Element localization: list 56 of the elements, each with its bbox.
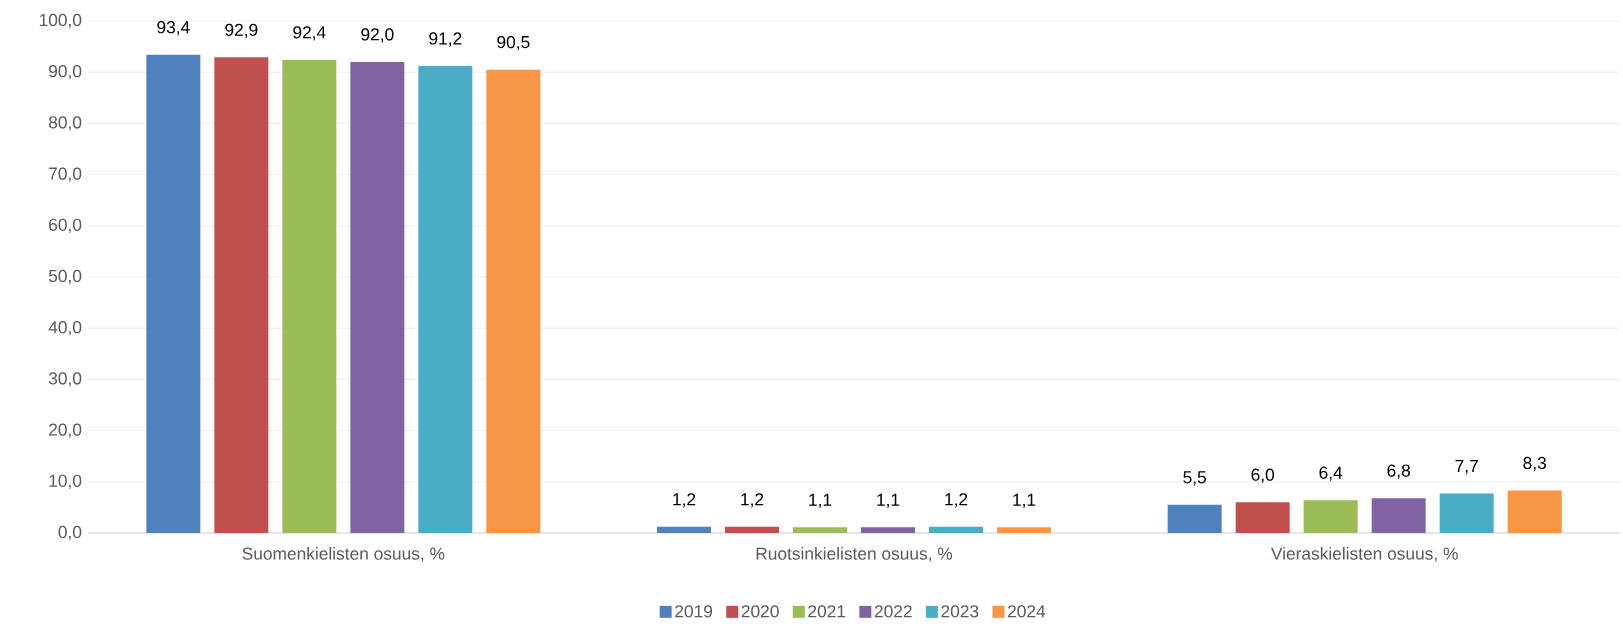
y-tick-label: 90,0 [49,65,82,80]
data-label: 92,4 [293,26,326,41]
bar [997,527,1052,533]
y-tick-label: 0,0 [58,525,82,541]
x-tick-label: Ruotsinkielisten osuus, % [756,547,953,562]
data-label: 8,3 [1523,456,1546,472]
legend-label: 2023 [941,605,979,618]
bar [657,526,711,533]
bar [929,526,984,533]
data-label: 1,1 [809,493,832,508]
y-tick-label: 100,0 [39,13,82,29]
y-tick-label: 20,0 [49,423,82,438]
x-tick-label: Suomenkielisten osuus, % [242,547,445,562]
data-label: 7,7 [1455,460,1478,475]
data-label: 1,1 [1013,493,1036,508]
y-tick-label: 80,0 [48,116,82,131]
bar [1507,490,1562,533]
bar [1439,493,1494,533]
bar [1235,502,1290,533]
bar [418,66,473,533]
bar [1303,500,1358,533]
data-label: 90,5 [497,35,530,51]
bar [1167,504,1222,533]
bar [282,59,337,533]
legend-label: 2024 [1008,605,1046,618]
bar [725,526,779,533]
data-label: 1,2 [741,493,764,508]
y-tick-label: 40,0 [48,321,82,336]
data-label: 92,0 [361,28,394,43]
data-label: 6,0 [1251,468,1275,483]
bar [1371,498,1426,533]
data-label: 5,5 [1183,471,1206,486]
data-label: 93,4 [157,21,190,36]
bar [146,54,201,533]
bar [486,69,541,533]
y-tick-label: 30,0 [48,372,82,387]
x-tick-label: Vieraskielisten osuus, % [1270,547,1458,562]
y-tick-label: 50,0 [48,269,82,285]
bar [214,57,269,533]
bar [861,527,915,533]
data-label: 92,9 [225,23,258,38]
data-label: 1,2 [673,493,696,508]
data-label: 1,2 [945,493,968,508]
bar [793,527,847,533]
bar [350,61,405,533]
data-label: 1,1 [877,493,900,508]
legend-label: 2020 [741,605,779,618]
legend-label: 2021 [808,605,846,618]
data-label: 6,8 [1387,464,1410,479]
y-tick-label: 60,0 [49,218,82,233]
legend-label: 2019 [675,605,713,618]
legend-label: 2022 [874,605,912,618]
data-label: 91,2 [429,32,462,47]
y-tick-label: 10,0 [49,474,82,489]
data-label: 6,4 [1319,466,1343,481]
y-tick-label: 70,0 [49,167,82,182]
